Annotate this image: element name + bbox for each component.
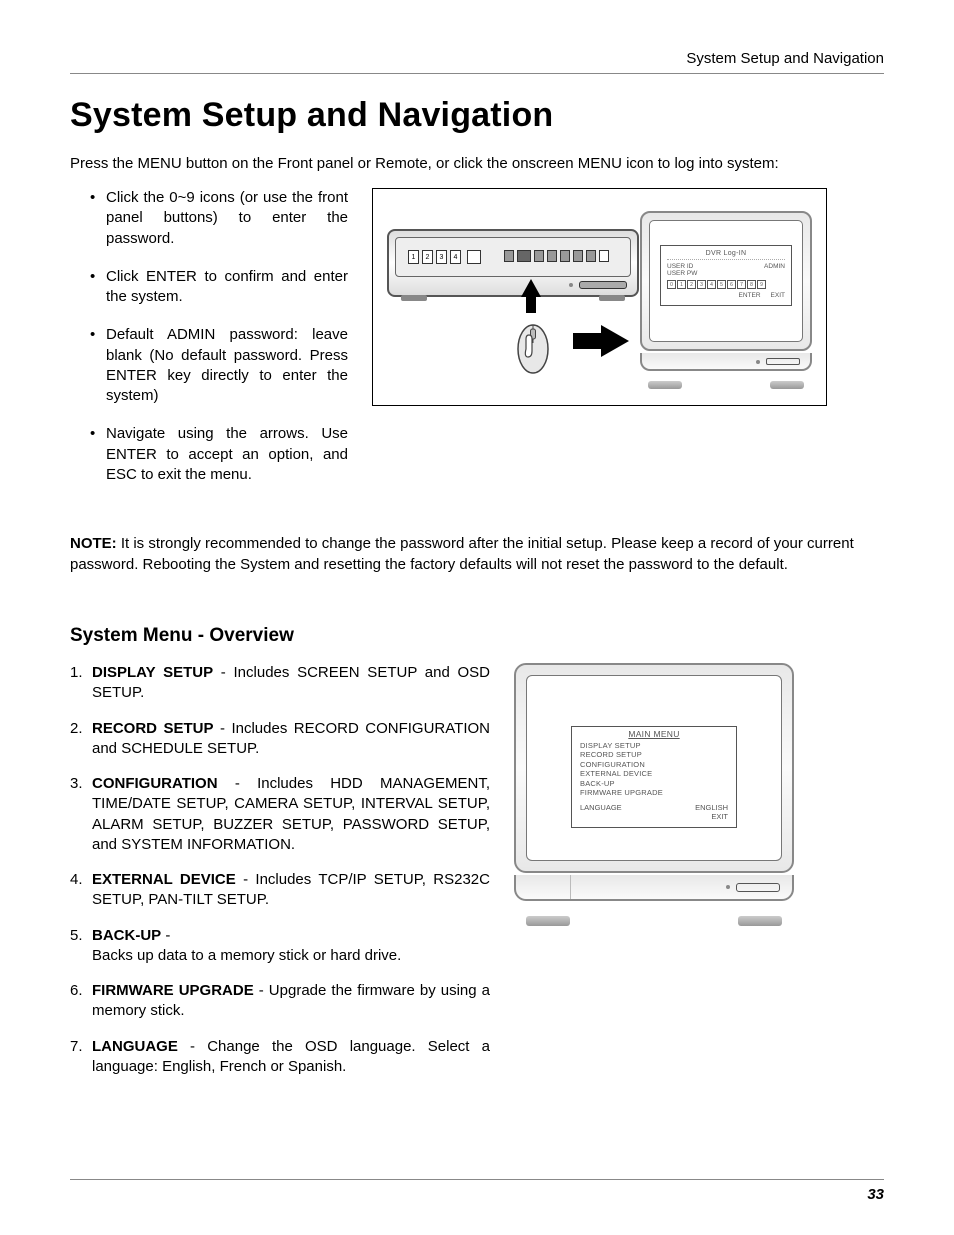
login-dialog: DVR Log-IN USER ID ADMIN USER PW 0: [660, 245, 792, 306]
arrow-right-icon: [601, 325, 629, 357]
figure-login-diagram: 1 2 3 4: [372, 188, 827, 406]
menu-language-label: LANGUAGE: [580, 803, 622, 812]
list-item: LANGUAGE - Change the OSD language. Sele…: [70, 1037, 490, 1078]
list-item: DISPLAY SETUP - Includes SCREEN SETUP an…: [70, 663, 490, 704]
login-enter: ENTER: [739, 292, 761, 299]
monitor-slot-icon: [766, 358, 800, 365]
login-userpw-label: USER PW: [667, 270, 697, 277]
page-footer: 33: [70, 1179, 884, 1203]
bullet-item: Click the 0~9 icons (or use the front pa…: [94, 188, 348, 249]
dvr-led-icon: [569, 283, 573, 287]
bullet-item: Default ADMIN password: leave blank (No …: [94, 325, 348, 406]
menu-exit: EXIT: [580, 812, 728, 821]
dvr-ctrl-icon: [560, 250, 570, 262]
pw-key: 2: [687, 280, 696, 289]
dvr-device-icon: 1 2 3 4: [387, 229, 639, 297]
list-bold: EXTERNAL DEVICE: [92, 871, 236, 888]
list-item: EXTERNAL DEVICE - Includes TCP/IP SETUP,…: [70, 870, 490, 911]
document-page: System Setup and Navigation System Setup…: [0, 0, 954, 1235]
monitor-login-icon: DVR Log-IN USER ID ADMIN USER PW 0: [640, 211, 812, 383]
pw-key: 6: [727, 280, 736, 289]
pw-key: 0: [667, 280, 676, 289]
login-admin-label: ADMIN: [764, 263, 785, 270]
monitor-foot-icon: [770, 381, 804, 389]
intro-row: Click the 0~9 icons (or use the front pa…: [70, 188, 884, 503]
main-menu-title: MAIN MENU: [580, 729, 728, 739]
list-bold: BACK-UP: [92, 927, 161, 944]
running-header: System Setup and Navigation: [70, 50, 884, 74]
dvr-ctrl-icon: [534, 250, 544, 262]
note-body: It is strongly recommended to change the…: [70, 535, 854, 573]
pw-key: 1: [677, 280, 686, 289]
monitor-led-icon: [756, 360, 760, 364]
arrow-up-icon: [526, 295, 536, 313]
menu-item: BACK-UP: [580, 779, 728, 788]
menu-item: FIRMWARE UPGRADE: [580, 788, 728, 797]
list-item: RECORD SETUP - Includes RECORD CONFIGURA…: [70, 719, 490, 760]
numbered-list: DISPLAY SETUP - Includes SCREEN SETUP an…: [70, 663, 490, 1077]
list-item: FIRMWARE UPGRADE - Upgrade the firmware …: [70, 981, 490, 1022]
dvr-ctrl-icon: [586, 250, 596, 262]
bullet-list: Click the 0~9 icons (or use the front pa…: [70, 188, 348, 485]
dvr-foot-icon: [401, 295, 427, 301]
dvr-foot-icon: [599, 295, 625, 301]
dvr-numkey: 3: [436, 250, 447, 264]
list-bold: DISPLAY SETUP: [92, 664, 213, 681]
list-bold: CONFIGURATION: [92, 775, 218, 792]
list-bold: LANGUAGE: [92, 1038, 178, 1055]
dvr-ctrl-icon: [504, 250, 514, 262]
monitor-foot-icon: [526, 916, 570, 926]
monitor-divider-icon: [570, 875, 571, 899]
monitor-led-icon: [726, 885, 730, 889]
dvr-numkey: 4: [450, 250, 461, 264]
menu-item: CONFIGURATION: [580, 760, 728, 769]
mouse-icon: [515, 317, 551, 375]
dvr-ctrl-icon: [547, 250, 557, 262]
dvr-gridkey-icon: [467, 250, 481, 264]
dvr-ctrl-icon: [517, 250, 531, 262]
list-item: CONFIGURATION - Includes HDD MANAGEMENT,…: [70, 774, 490, 855]
menu-item: DISPLAY SETUP: [580, 741, 728, 750]
pw-key: 7: [737, 280, 746, 289]
bullet-item: Navigate using the arrows. Use ENTER to …: [94, 424, 348, 485]
arrow-right-icon: [573, 333, 603, 349]
page-number: 33: [867, 1186, 884, 1203]
monitor-foot-icon: [648, 381, 682, 389]
pw-key: 9: [757, 280, 766, 289]
dvr-numkey: 2: [422, 250, 433, 264]
note-paragraph: NOTE: It is strongly recommended to chan…: [70, 533, 884, 575]
dvr-ctrl-icon: [573, 250, 583, 262]
menu-row: DISPLAY SETUP - Includes SCREEN SETUP an…: [70, 663, 884, 1092]
login-exit: EXIT: [771, 292, 785, 299]
dvr-numkey: 1: [408, 250, 419, 264]
pw-key: 4: [707, 280, 716, 289]
menu-item: RECORD SETUP: [580, 750, 728, 759]
dvr-slot-icon: [579, 281, 627, 289]
monitor-mainmenu-icon: MAIN MENU DISPLAY SETUP RECORD SETUP CON…: [514, 663, 794, 918]
main-menu-dialog: MAIN MENU DISPLAY SETUP RECORD SETUP CON…: [571, 726, 737, 828]
monitor-foot-icon: [738, 916, 782, 926]
list-bold: RECORD SETUP: [92, 720, 214, 737]
pw-key: 3: [697, 280, 706, 289]
login-title: DVR Log-IN: [667, 250, 785, 260]
list-item: BACK-UP - Backs up data to a memory stic…: [70, 926, 490, 967]
page-title: System Setup and Navigation: [70, 96, 884, 135]
list-bold: FIRMWARE UPGRADE: [92, 982, 254, 999]
figure-main-menu: MAIN MENU DISPLAY SETUP RECORD SETUP CON…: [514, 663, 794, 918]
bullet-item: Click ENTER to confirm and enter the sys…: [94, 267, 348, 308]
section-title: System Menu - Overview: [70, 625, 884, 647]
pw-key: 5: [717, 280, 726, 289]
pw-key: 8: [747, 280, 756, 289]
dvr-play-icon: [599, 250, 609, 262]
intro-paragraph: Press the MENU button on the Front panel…: [70, 153, 884, 174]
login-userid-label: USER ID: [667, 263, 693, 270]
monitor-slot-icon: [736, 883, 780, 892]
menu-language-value: ENGLISH: [695, 803, 728, 812]
menu-item: EXTERNAL DEVICE: [580, 769, 728, 778]
note-label: NOTE:: [70, 535, 117, 552]
